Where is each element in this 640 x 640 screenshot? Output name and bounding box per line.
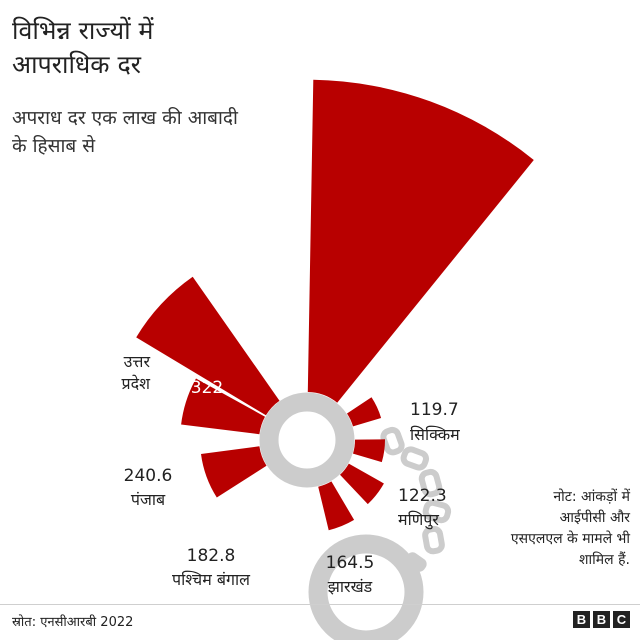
value-label: 240.6 — [124, 466, 173, 486]
footer-divider — [0, 604, 640, 605]
bbc-logo-letter: B — [593, 611, 610, 628]
handcuff-ring-bottom — [308, 534, 424, 640]
value-label: 1274.8 — [460, 85, 519, 105]
category-label: पंजाब — [131, 490, 166, 509]
chart-subtitle: अपराध दर एक लाख की आबादी के हिसाब से — [12, 107, 238, 157]
value-label: 182.8 — [187, 546, 236, 566]
chart-note: नोट: आंकड़ों में आईपीसी और एसएलएल के माम… — [510, 489, 630, 568]
category-label: पश्चिम बंगाल — [172, 570, 251, 589]
value-label: 322 — [191, 378, 223, 398]
chain-link — [422, 499, 452, 524]
chart-title: विभिन्न राज्यों में आपराधिक दर — [12, 16, 154, 79]
bar-segment — [347, 397, 382, 427]
bar-segment — [201, 446, 267, 498]
value-label: 164.5 — [326, 553, 375, 573]
chain-link — [380, 426, 405, 456]
source-text: स्रोत: एनसीआरबी 2022 — [12, 615, 134, 630]
value-label: 617.2 — [235, 234, 284, 254]
handcuff-decoration — [259, 392, 452, 640]
bar-segment — [340, 463, 384, 505]
bar-segment — [318, 481, 355, 531]
value-label: 119.7 — [410, 400, 459, 420]
category-label: सिक्किम — [410, 425, 460, 444]
bar-segment — [181, 378, 265, 435]
bbc-logo: B B C — [573, 611, 630, 628]
category-label: तमिलनाडु — [231, 257, 287, 277]
handcuff-ring-top — [259, 392, 355, 488]
bar-segment — [136, 276, 280, 416]
category-label: मणिपुर — [398, 510, 439, 530]
bar-segment — [353, 439, 386, 463]
bbc-logo-letter: C — [613, 611, 630, 628]
category-label: केरल — [475, 106, 506, 125]
category-label: झारखंड — [328, 577, 373, 596]
category-label: प्रदेश — [122, 374, 152, 393]
bbc-logo-letter: B — [573, 611, 590, 628]
handcuff-hinge — [405, 552, 427, 572]
chain-link — [422, 525, 445, 555]
category-label: उत्तर — [124, 352, 151, 371]
chain-link — [400, 446, 430, 471]
chain-link — [418, 468, 443, 498]
bar-segment — [307, 79, 534, 403]
value-label: 122.3 — [398, 486, 447, 506]
